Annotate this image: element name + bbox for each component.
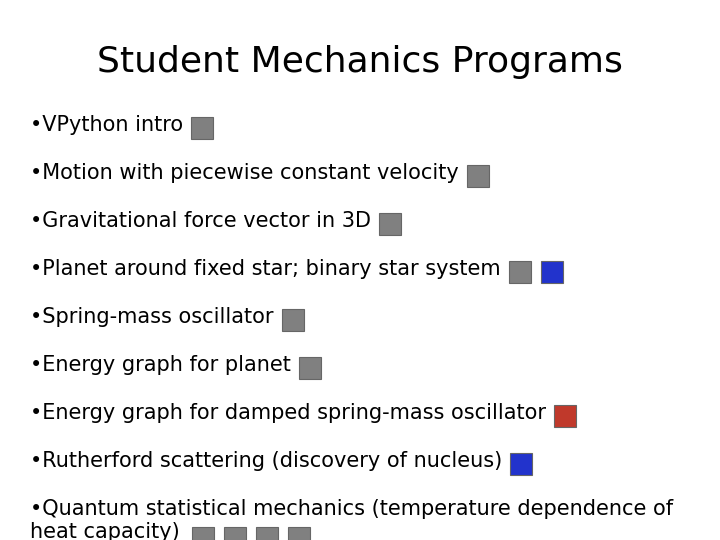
- Bar: [379, 213, 401, 235]
- Bar: [288, 528, 310, 540]
- Text: •Motion with piecewise constant velocity: •Motion with piecewise constant velocity: [30, 163, 459, 183]
- Text: Student Mechanics Programs: Student Mechanics Programs: [97, 45, 623, 79]
- Text: •Spring-mass oscillator: •Spring-mass oscillator: [30, 307, 274, 327]
- Text: •VPython intro: •VPython intro: [30, 115, 183, 135]
- Bar: [191, 117, 213, 139]
- Bar: [510, 453, 532, 475]
- Bar: [224, 528, 246, 540]
- Text: •Quantum statistical mechanics (temperature dependence of
heat capacity): •Quantum statistical mechanics (temperat…: [30, 499, 673, 540]
- Bar: [282, 309, 304, 331]
- Bar: [192, 528, 214, 540]
- Text: •Rutherford scattering (discovery of nucleus): •Rutherford scattering (discovery of nuc…: [30, 451, 503, 471]
- Text: •Energy graph for planet: •Energy graph for planet: [30, 355, 291, 375]
- Bar: [554, 405, 576, 427]
- Text: •Gravitational force vector in 3D: •Gravitational force vector in 3D: [30, 211, 371, 231]
- Text: •Planet around fixed star; binary star system: •Planet around fixed star; binary star s…: [30, 259, 500, 279]
- Bar: [541, 261, 562, 283]
- Bar: [508, 261, 531, 283]
- Bar: [299, 357, 321, 379]
- Text: •Energy graph for damped spring-mass oscillator: •Energy graph for damped spring-mass osc…: [30, 403, 546, 423]
- Bar: [467, 165, 489, 187]
- Bar: [256, 528, 278, 540]
